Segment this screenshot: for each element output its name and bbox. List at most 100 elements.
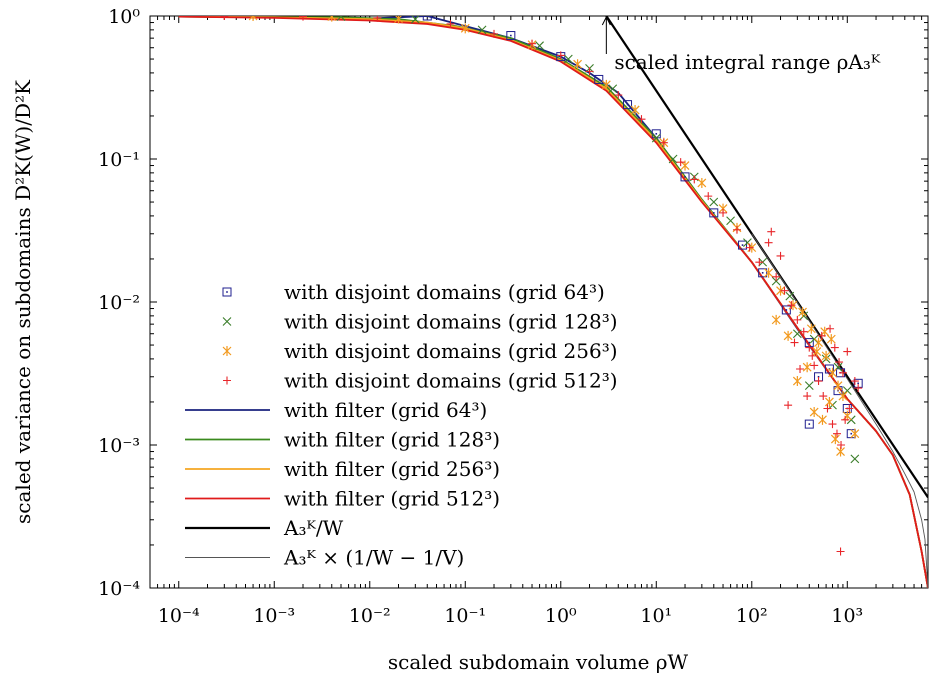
- legend-label: with filter (grid 64³): [284, 398, 487, 422]
- legend-marker: [222, 317, 232, 326]
- series-points-1: [336, 16, 860, 464]
- x-tick-label: 10⁰: [545, 605, 577, 627]
- data-point-dot: [850, 432, 853, 435]
- legend-label: with disjoint domains (grid 128³): [284, 310, 618, 334]
- x-tick-label: 10⁻¹: [444, 605, 486, 627]
- data-point: [490, 29, 499, 38]
- data-point: [651, 133, 661, 143]
- data-point: [792, 329, 802, 339]
- y-tick-label: 10⁻²: [98, 292, 140, 314]
- data-point-dot: [808, 423, 811, 425]
- y-tick-label: 10⁻³: [98, 435, 140, 457]
- data-point-dot: [684, 176, 686, 178]
- x-tick-label: 10³: [831, 605, 863, 627]
- data-point: [796, 364, 805, 373]
- data-point: [608, 84, 618, 94]
- data-point-dot: [741, 244, 744, 246]
- x-tick-label: 10⁻⁴: [158, 605, 200, 627]
- data-point: [833, 380, 843, 391]
- data-point: [327, 16, 337, 22]
- series-line-7: [178, 16, 928, 588]
- data-point: [783, 330, 793, 341]
- data-point: [563, 54, 573, 64]
- data-point: [817, 331, 826, 340]
- data-point: [850, 377, 859, 386]
- data-point: [808, 351, 817, 360]
- data-point: [850, 428, 860, 439]
- data-point: [726, 216, 735, 226]
- data-point: [780, 286, 789, 295]
- data-point: [809, 334, 819, 344]
- legend-label: with disjoint domains (grid 64³): [284, 280, 605, 304]
- x-axis-label: scaled subdomain volume ρW: [388, 650, 689, 674]
- data-point: [814, 377, 823, 386]
- data-point: [821, 350, 831, 361]
- data-point: [830, 434, 840, 445]
- data-point-dot: [712, 212, 715, 214]
- data-point: [528, 39, 537, 48]
- annotation-arrowhead: [601, 15, 611, 26]
- data-point: [394, 16, 403, 24]
- series-points-2: [248, 16, 860, 457]
- data-point: [585, 67, 594, 76]
- legend-marker-dot: [226, 291, 228, 293]
- data-point: [832, 429, 841, 438]
- data-point: [804, 381, 814, 391]
- data-point: [787, 301, 796, 310]
- data-point: [814, 337, 823, 348]
- data-point: [805, 343, 814, 352]
- data-point-dot: [761, 272, 764, 274]
- data-point: [767, 227, 776, 236]
- data-point: [556, 51, 565, 60]
- data-point: [709, 197, 719, 207]
- data-point-dot: [510, 34, 512, 37]
- legend-label: with disjoint domains (grid 512³): [284, 369, 618, 393]
- series-points-3: [220, 16, 863, 556]
- data-point: [755, 258, 764, 267]
- data-point: [823, 404, 832, 413]
- data-point: [410, 16, 420, 24]
- data-point: [809, 407, 819, 418]
- data-point: [446, 19, 455, 28]
- legend-label: A₃ᴷ × (1/W − 1/V): [283, 546, 464, 570]
- legend: with disjoint domains (grid 64³) with dis…: [185, 280, 618, 570]
- data-point: [771, 314, 781, 325]
- data-point-dot: [808, 341, 811, 344]
- data-point: [838, 368, 847, 377]
- data-point: [764, 238, 773, 247]
- x-tick-label: 10²: [736, 605, 768, 627]
- data-point: [792, 376, 802, 387]
- data-point: [690, 175, 699, 184]
- data-point: [680, 160, 690, 171]
- data-point: [732, 225, 741, 234]
- data-point: [676, 158, 685, 167]
- data-point: [745, 243, 754, 252]
- data-point-dot: [626, 103, 629, 106]
- legend-label: with filter (grid 512³): [284, 487, 500, 511]
- data-point: [220, 16, 229, 20]
- tick-labels: 10⁻⁴ 10⁻³ 10⁻² 10⁻¹ 10⁰ 10¹ 10² 10³ 10⁻⁴ 10⁻³ 10⁻²…: [98, 6, 863, 627]
- legend-label: with disjoint domains (grid 256³): [284, 339, 618, 363]
- data-point: [719, 208, 728, 217]
- y-tick-label: 10⁰: [108, 6, 140, 28]
- annotation: scaled integral range ρA₃ᴷ: [601, 15, 881, 74]
- y-axis-label: scaled variance on subdomains D²K(W)/D²K: [11, 79, 35, 524]
- data-point: [248, 16, 258, 21]
- data-point: [460, 23, 470, 34]
- data-point: [819, 392, 828, 401]
- data-point: [803, 392, 812, 401]
- legend-label: with filter (grid 128³): [284, 428, 500, 452]
- data-point: [764, 267, 774, 278]
- data-point: [535, 41, 544, 51]
- legend-marker: [222, 287, 232, 297]
- legend-marker: [222, 346, 232, 356]
- data-point: [784, 401, 793, 410]
- data-point: [637, 115, 646, 124]
- y-tick-label: 10⁻¹: [98, 149, 140, 171]
- data-point: [830, 343, 839, 352]
- x-tick-label: 10⁻³: [253, 605, 295, 627]
- data-point-dot: [785, 309, 788, 311]
- data-point: [614, 91, 623, 100]
- data-point: [680, 172, 690, 182]
